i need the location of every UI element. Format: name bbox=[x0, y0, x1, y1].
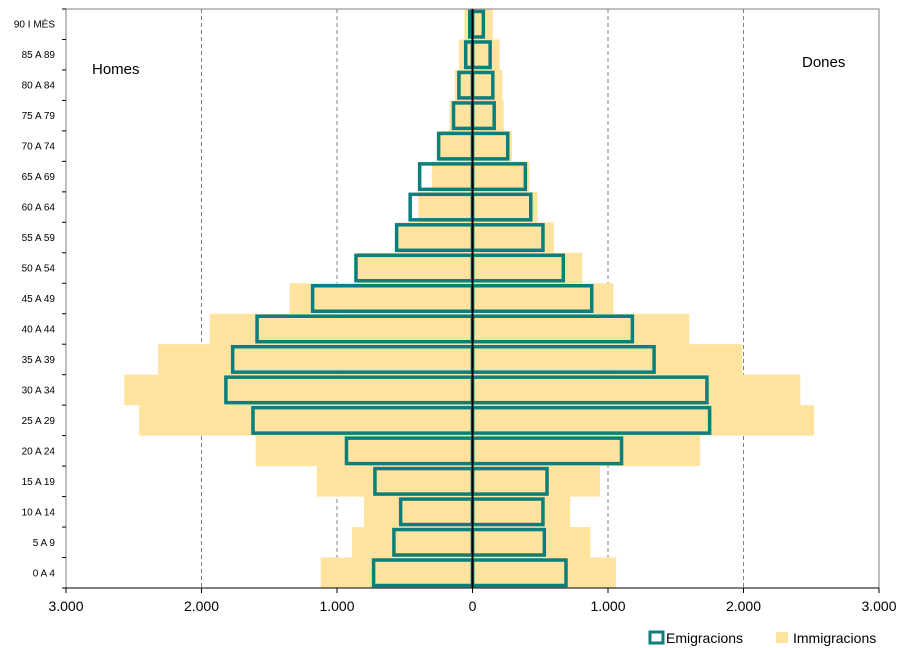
immigracions-homes-bar-5 bbox=[139, 405, 473, 436]
immigracions-dones-bar-16 bbox=[472, 69, 503, 101]
legend-label-immigracions: Immigracions bbox=[793, 630, 876, 646]
immigracions-dones-bar-15 bbox=[472, 100, 504, 131]
x-tick-labels: 3.000 2.000 1.000 0 1.000 2.000 3.000 bbox=[48, 598, 896, 614]
immigracions-homes-bar-4 bbox=[255, 435, 473, 467]
y-tick-label-14: 70 A 74 bbox=[22, 142, 56, 153]
y-tick-label-13: 65 A 69 bbox=[22, 172, 56, 183]
immigracions-dones-bar-5 bbox=[472, 405, 814, 436]
label-dones: Dones bbox=[802, 54, 845, 71]
immigracions-dones-bar-0 bbox=[472, 557, 617, 588]
x-tick-label-3: 0 bbox=[469, 598, 477, 614]
immigracions-homes-bar-14 bbox=[438, 130, 473, 162]
y-tick-labels: 0 A 4 5 A 9 10 A 14 15 A 19 20 A 24 25 A 29 30… bbox=[14, 18, 56, 580]
immigracions-homes-bar-6 bbox=[124, 374, 473, 406]
y-tick-label-6: 30 A 34 bbox=[22, 385, 56, 396]
y-tick-label-5: 25 A 29 bbox=[22, 416, 56, 427]
y-tick-label-7: 35 A 39 bbox=[22, 355, 56, 366]
y-tick-label-8: 40 A 44 bbox=[22, 324, 56, 335]
immigracions-dones-bar-2 bbox=[472, 496, 571, 528]
immigracions-homes-bar-0 bbox=[320, 557, 473, 588]
immigracions-dones-bar-17 bbox=[472, 39, 500, 70]
y-tick-label-4: 20 A 24 bbox=[22, 446, 56, 457]
immigracions-homes-bar-9 bbox=[289, 283, 473, 314]
y-tick-label-17: 85 A 89 bbox=[22, 50, 56, 61]
y-tick-label-2: 10 A 14 bbox=[22, 507, 56, 518]
immigracions-dones-bar-8 bbox=[472, 313, 690, 345]
immigracions-dones-bar-4 bbox=[472, 435, 701, 467]
immigracions-homes-bar-8 bbox=[209, 313, 473, 345]
legend-swatch-emigracions bbox=[648, 630, 665, 645]
immigracions-homes-bar-7 bbox=[158, 344, 473, 375]
axes bbox=[62, 8, 880, 593]
legend: Emigracions Immigracions bbox=[648, 630, 876, 646]
immigracions-homes-bar-2 bbox=[364, 496, 473, 528]
x-tick-label-1: 2.000 bbox=[184, 598, 219, 614]
immigracions-dones-bar-9 bbox=[472, 283, 614, 314]
x-tick-label-4: 1.000 bbox=[590, 598, 625, 614]
y-tick-label-3: 15 A 19 bbox=[22, 477, 56, 488]
immigracions-dones-bar-6 bbox=[472, 374, 801, 406]
immigracions-dones-bar-10 bbox=[472, 252, 583, 284]
immigracions-dones-bar-7 bbox=[472, 344, 743, 375]
immigracions-homes-bar-3 bbox=[316, 466, 473, 497]
immigracions-homes-bar-12 bbox=[418, 191, 473, 223]
label-homes: Homes bbox=[92, 61, 140, 78]
x-tick-label-5: 2.000 bbox=[726, 598, 761, 614]
x-tick-label-0: 3.000 bbox=[48, 598, 83, 614]
immigracions-homes-bar-13 bbox=[431, 161, 473, 192]
immigracions-homes-bar-10 bbox=[357, 252, 473, 284]
x-tick-label-6: 3.000 bbox=[861, 598, 896, 614]
y-tick-label-1: 5 A 9 bbox=[33, 538, 56, 549]
y-tick-label-0: 0 A 4 bbox=[33, 568, 56, 579]
y-tick-label-15: 75 A 79 bbox=[22, 111, 56, 122]
immigracions-dones-bar-3 bbox=[472, 466, 600, 497]
y-tick-label-9: 45 A 49 bbox=[22, 294, 56, 305]
legend-label-emigracions: Emigracions bbox=[666, 630, 743, 646]
x-tick-label-2: 1.000 bbox=[319, 598, 354, 614]
immigracions-dones-bar-11 bbox=[472, 222, 554, 253]
y-tick-label-16: 80 A 84 bbox=[22, 81, 56, 92]
legend-swatch-immigracions bbox=[776, 632, 788, 643]
y-tick-label-10: 50 A 54 bbox=[22, 264, 56, 275]
y-tick-label-18: 90 I MÉS bbox=[14, 18, 55, 31]
immigracions-homes-bar-1 bbox=[351, 527, 473, 558]
immigracions-homes-bar-11 bbox=[396, 222, 473, 253]
y-tick-label-12: 60 A 64 bbox=[22, 203, 56, 214]
immigracions-dones-bar-1 bbox=[472, 527, 591, 558]
y-tick-label-11: 55 A 59 bbox=[22, 233, 56, 244]
bars bbox=[124, 9, 814, 588]
immigracions-dones-bar-13 bbox=[472, 161, 530, 192]
immigracions-dones-bar-14 bbox=[472, 130, 512, 162]
immigracions-dones-bar-12 bbox=[472, 191, 538, 223]
